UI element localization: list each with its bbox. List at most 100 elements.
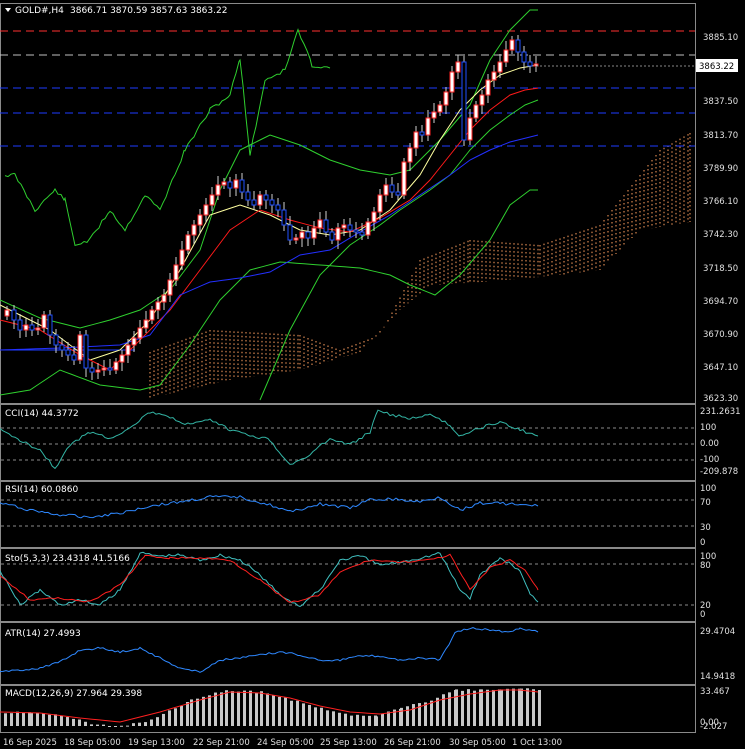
bullish-candle[interactable] bbox=[167, 279, 173, 296]
stochastic-panel[interactable] bbox=[0, 551, 695, 608]
bullish-candle[interactable] bbox=[191, 224, 197, 236]
macd-panel[interactable] bbox=[0, 688, 541, 727]
bearish-candle[interactable] bbox=[359, 231, 365, 236]
bullish-candle[interactable] bbox=[233, 179, 239, 189]
bearish-candle[interactable] bbox=[395, 191, 401, 196]
bullish-candle[interactable] bbox=[317, 219, 323, 229]
bullish-candle[interactable] bbox=[497, 61, 503, 73]
bullish-candle[interactable] bbox=[371, 211, 377, 223]
bearish-candle[interactable] bbox=[275, 204, 281, 211]
bearish-candle[interactable] bbox=[329, 231, 335, 241]
bullish-candle[interactable] bbox=[143, 319, 149, 329]
bullish-candle[interactable] bbox=[467, 117, 473, 141]
bullish-candle[interactable] bbox=[377, 194, 383, 213]
bullish-candle[interactable] bbox=[365, 221, 371, 236]
bearish-candle[interactable] bbox=[323, 219, 329, 233]
bearish-candle[interactable] bbox=[251, 199, 257, 206]
bullish-candle[interactable] bbox=[77, 334, 83, 361]
bearish-candle[interactable] bbox=[515, 39, 521, 53]
bearish-candle[interactable] bbox=[521, 51, 527, 63]
price-panel[interactable] bbox=[0, 9, 696, 401]
bullish-candle[interactable] bbox=[155, 301, 161, 311]
bearish-candle[interactable] bbox=[263, 194, 269, 201]
bullish-candle[interactable] bbox=[125, 344, 131, 356]
cci-panel[interactable] bbox=[0, 409, 695, 470]
bullish-candle[interactable] bbox=[293, 237, 299, 241]
bullish-candle[interactable] bbox=[173, 264, 179, 281]
bullish-candle[interactable] bbox=[137, 327, 143, 339]
bullish-candle[interactable] bbox=[221, 181, 227, 186]
bearish-candle[interactable] bbox=[89, 367, 95, 373]
bullish-candle[interactable] bbox=[299, 231, 305, 239]
bullish-candle[interactable] bbox=[4, 309, 10, 317]
rsi-panel[interactable] bbox=[0, 495, 695, 527]
bullish-candle[interactable] bbox=[485, 79, 491, 96]
bullish-candle[interactable] bbox=[455, 61, 461, 73]
bullish-candle[interactable] bbox=[491, 71, 497, 81]
bullish-candle[interactable] bbox=[311, 227, 317, 239]
bullish-candle[interactable] bbox=[209, 194, 215, 206]
bearish-candle[interactable] bbox=[305, 231, 311, 239]
bullish-candle[interactable] bbox=[503, 49, 509, 63]
bearish-candle[interactable] bbox=[245, 191, 251, 201]
bearish-candle[interactable] bbox=[287, 224, 293, 241]
bearish-candle[interactable] bbox=[239, 179, 245, 193]
bullish-candle[interactable] bbox=[437, 104, 443, 113]
bearish-candle[interactable] bbox=[527, 61, 533, 67]
bullish-candle[interactable] bbox=[185, 234, 191, 251]
bullish-candle[interactable] bbox=[95, 369, 101, 373]
bearish-candle[interactable] bbox=[47, 314, 53, 336]
bullish-candle[interactable] bbox=[203, 204, 209, 216]
time-axis[interactable]: 16 Sep 2025 18 Sep 05:00 19 Sep 13:00 22… bbox=[3, 738, 562, 748]
bearish-candle[interactable] bbox=[107, 367, 113, 371]
bullish-candle[interactable] bbox=[401, 161, 407, 196]
bullish-candle[interactable] bbox=[449, 71, 455, 93]
bullish-candle[interactable] bbox=[161, 294, 167, 303]
bullish-candle[interactable] bbox=[341, 224, 347, 229]
bullish-candle[interactable] bbox=[41, 314, 47, 329]
bullish-candle[interactable] bbox=[509, 39, 515, 51]
bearish-candle[interactable] bbox=[83, 334, 89, 369]
bearish-candle[interactable] bbox=[17, 319, 23, 331]
bullish-candle[interactable] bbox=[215, 184, 221, 196]
price-scale[interactable]: 3885.10 3837.50 3813.70 3789.90 3766.10 … bbox=[696, 33, 738, 404]
bullish-candle[interactable] bbox=[443, 91, 449, 106]
bearish-candle[interactable] bbox=[53, 334, 59, 346]
bearish-candle[interactable] bbox=[347, 224, 353, 231]
bullish-candle[interactable] bbox=[149, 309, 155, 321]
bearish-candle[interactable] bbox=[29, 324, 35, 331]
bearish-candle[interactable] bbox=[281, 209, 287, 226]
bearish-candle[interactable] bbox=[353, 229, 359, 233]
bullish-candle[interactable] bbox=[35, 327, 41, 331]
bullish-candle[interactable] bbox=[431, 111, 437, 119]
bearish-candle[interactable] bbox=[65, 349, 71, 356]
bullish-candle[interactable] bbox=[425, 117, 431, 136]
bearish-candle[interactable] bbox=[419, 131, 425, 136]
bearish-candle[interactable] bbox=[461, 61, 467, 141]
bullish-candle[interactable] bbox=[479, 94, 485, 106]
atr-panel[interactable] bbox=[0, 627, 539, 673]
bearish-candle[interactable] bbox=[11, 309, 17, 321]
bullish-candle[interactable] bbox=[23, 324, 29, 331]
bullish-candle[interactable] bbox=[179, 249, 185, 266]
bullish-candle[interactable] bbox=[113, 361, 119, 371]
bullish-candle[interactable] bbox=[101, 367, 107, 371]
bullish-candle[interactable] bbox=[413, 131, 419, 149]
bearish-candle[interactable] bbox=[71, 354, 77, 361]
bearish-candle[interactable] bbox=[59, 344, 65, 351]
bearish-candle[interactable] bbox=[227, 181, 233, 189]
bullish-candle[interactable] bbox=[407, 147, 413, 163]
bullish-candle[interactable] bbox=[257, 194, 263, 206]
collapse-triangle-icon[interactable] bbox=[5, 8, 11, 12]
bullish-candle[interactable] bbox=[131, 337, 137, 346]
horizontal-levels[interactable] bbox=[0, 30, 695, 351]
bullish-candle[interactable] bbox=[119, 354, 125, 363]
candlesticks[interactable] bbox=[4, 35, 696, 380]
bullish-candle[interactable] bbox=[335, 227, 341, 241]
bullish-candle[interactable] bbox=[383, 184, 389, 196]
bearish-candle[interactable] bbox=[269, 199, 275, 206]
bullish-candle[interactable] bbox=[197, 214, 203, 226]
bearish-candle[interactable] bbox=[389, 184, 395, 193]
bullish-candle[interactable] bbox=[473, 104, 479, 119]
